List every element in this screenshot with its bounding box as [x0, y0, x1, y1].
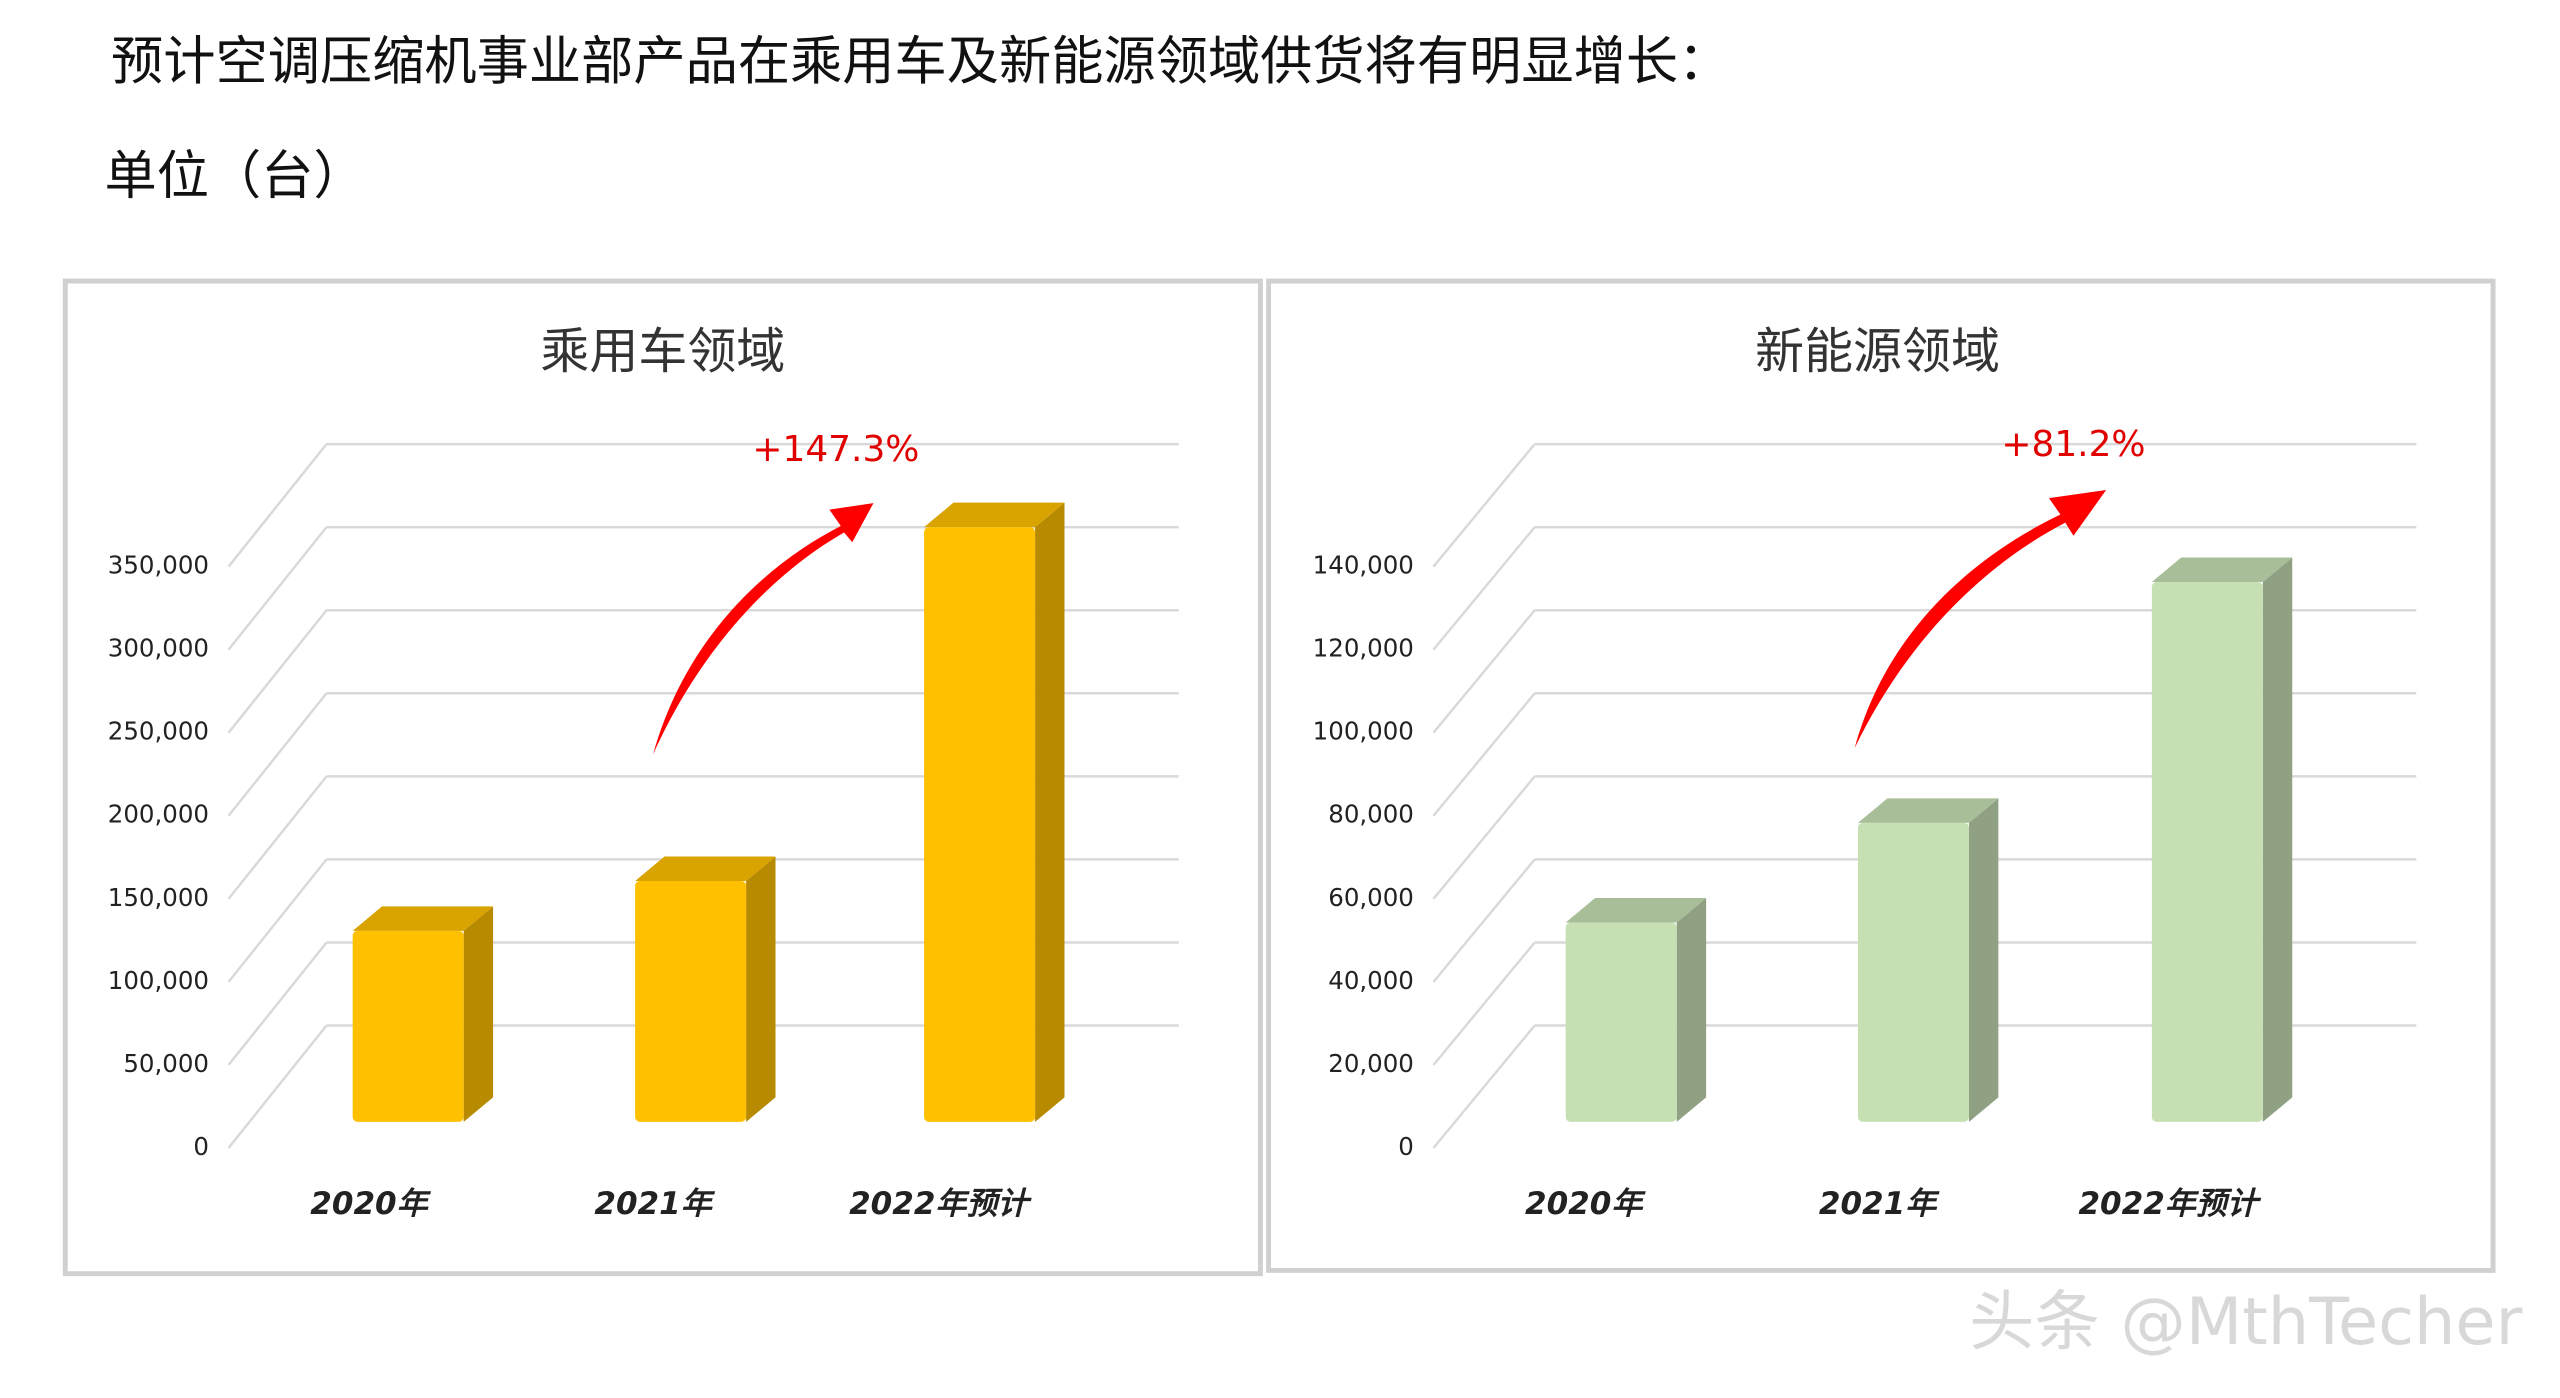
grid-line: [227, 609, 328, 734]
grid-line: [227, 775, 328, 900]
annotation: +147.3%: [752, 429, 919, 470]
chart-title: 新能源领域: [1755, 323, 2000, 380]
y-tick-label: 50,000: [123, 1049, 209, 1078]
bar-top: [924, 502, 1065, 528]
bar-side: [1035, 502, 1065, 1122]
x-tick-label: 2022年预计: [2078, 1186, 2261, 1222]
grid-line: [1432, 443, 1536, 568]
arrow: [653, 503, 874, 755]
bar-side: [463, 906, 494, 1122]
bar: [352, 930, 464, 1122]
grid-line: [1432, 775, 1536, 900]
x-tick-label: 2021年: [594, 1186, 715, 1222]
bar-side: [1968, 798, 1999, 1122]
y-tick-label: 60,000: [1328, 883, 1414, 912]
unit-label: 单位（台）: [104, 146, 365, 206]
grid-line: [227, 1024, 328, 1149]
bar-side: [2262, 557, 2293, 1122]
grid-line: [227, 858, 328, 983]
y-tick-label: 250,000: [108, 717, 209, 746]
grid-line: [1432, 526, 1536, 651]
page-title: 预计空调压缩机事业部产品在乘用车及新能源领域供货将有明显增长：: [111, 32, 1730, 92]
y-tick-label: 350,000: [108, 551, 209, 580]
bar-top: [1857, 798, 1999, 823]
bar-top: [2151, 557, 2293, 582]
y-tick-label: 40,000: [1328, 966, 1414, 995]
y-tick-label: 0: [193, 1132, 209, 1161]
y-tick-label: 300,000: [108, 634, 209, 663]
bar: [924, 527, 1036, 1122]
grid-line: [227, 941, 328, 1066]
y-tick-label: 100,000: [108, 966, 209, 995]
watermark: 头条 @MthTecher: [1969, 1284, 2522, 1360]
annotation: +81.2%: [2001, 424, 2145, 465]
grid-line: [1432, 1024, 1536, 1149]
y-tick-label: 200,000: [108, 800, 209, 829]
x-tick-label: 2020年: [1525, 1186, 1646, 1222]
x-tick-label: 2020年: [310, 1186, 431, 1222]
bar-top: [1565, 898, 1707, 923]
bar: [2151, 581, 2263, 1122]
bar: [635, 880, 747, 1122]
y-tick-label: 20,000: [1328, 1049, 1414, 1078]
grid-line: [227, 692, 328, 817]
y-tick-label: 120,000: [1313, 634, 1414, 663]
x-tick-label: 2022年预计: [849, 1186, 1032, 1222]
grid-line: [1432, 692, 1536, 817]
y-tick-label: 150,000: [108, 883, 209, 912]
bar-top: [635, 856, 776, 881]
grid-line: [1432, 858, 1536, 983]
bar: [1857, 822, 1969, 1122]
grid-line: [1432, 941, 1536, 1066]
y-tick-label: 0: [1398, 1132, 1414, 1161]
bar-side: [1676, 898, 1707, 1122]
arrow: [1854, 490, 2107, 748]
bar-top: [352, 906, 494, 931]
x-tick-label: 2021年: [1819, 1186, 1940, 1222]
y-tick-label: 140,000: [1313, 551, 1414, 580]
y-tick-label: 80,000: [1328, 800, 1414, 829]
grid-line: [227, 443, 328, 568]
y-tick-label: 100,000: [1313, 717, 1414, 746]
bar: [1565, 922, 1677, 1122]
grid-line: [1432, 609, 1536, 734]
grid-line: [227, 526, 328, 651]
chart-title: 乘用车领域: [540, 323, 785, 380]
bar-side: [746, 856, 776, 1122]
